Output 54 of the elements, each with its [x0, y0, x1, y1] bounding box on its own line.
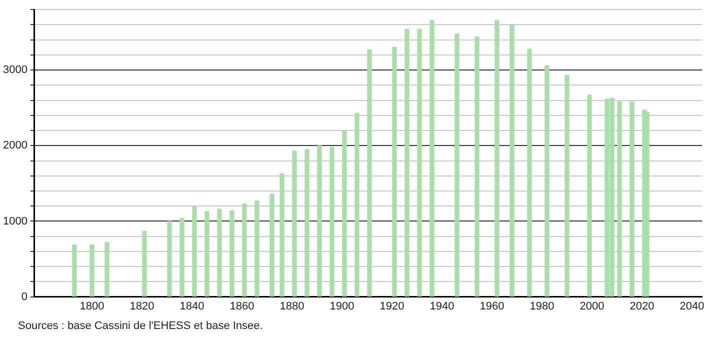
bar: [204, 211, 210, 297]
bar: [330, 146, 334, 297]
x-tick-label: 2020: [630, 300, 654, 312]
x-tick-label: 1800: [80, 300, 104, 312]
y-tick-label: 1000: [2, 215, 28, 228]
bar: [217, 208, 222, 297]
bar: [367, 49, 372, 297]
bar: [404, 28, 410, 297]
bar: [280, 173, 284, 297]
x-tick-label: 2040: [680, 300, 704, 312]
y-tick-label: 0: [21, 290, 28, 303]
bar: [254, 200, 260, 297]
bar: [342, 130, 347, 297]
bar: [317, 145, 322, 297]
x-tick-label: 1860: [230, 300, 254, 312]
x-tick-label: 1920: [380, 300, 404, 312]
x-tick-label: 1880: [280, 300, 304, 312]
x-tick-label: 1820: [130, 300, 154, 312]
source-note: Sources : base Cassini de l'EHESS et base Insee.: [18, 320, 264, 332]
bar: [630, 101, 634, 297]
bar: [192, 206, 197, 297]
bar: [304, 149, 310, 297]
bar: [454, 33, 460, 297]
bar: [230, 210, 234, 297]
bar: [72, 244, 77, 297]
bar: [644, 112, 650, 297]
bar: [354, 112, 360, 297]
bar: [617, 101, 622, 297]
bar: [527, 48, 532, 297]
x-tick-label: 1900: [330, 300, 354, 312]
bar: [564, 75, 570, 297]
bar: [270, 194, 274, 297]
bar: [104, 242, 110, 297]
bar: [90, 244, 94, 297]
bar: [417, 28, 422, 297]
x-tick-label: 1960: [480, 300, 504, 312]
bar: [510, 24, 514, 297]
bar: [242, 204, 247, 297]
bar: [587, 94, 592, 297]
bar: [544, 65, 550, 297]
bar: [292, 150, 297, 297]
bar: [494, 20, 500, 297]
x-tick-label: 1940: [430, 300, 454, 312]
bar: [392, 47, 397, 297]
bar: [167, 220, 172, 297]
bar: [430, 20, 434, 297]
x-tick-label: 1840: [180, 300, 204, 312]
bar: [142, 230, 147, 297]
x-tick-label: 2000: [580, 300, 604, 312]
x-tick-label: 1980: [530, 300, 554, 312]
bar: [180, 218, 184, 297]
bar: [474, 36, 480, 297]
y-tick-label: 3000: [2, 64, 28, 76]
y-tick-label: 2000: [2, 140, 28, 152]
